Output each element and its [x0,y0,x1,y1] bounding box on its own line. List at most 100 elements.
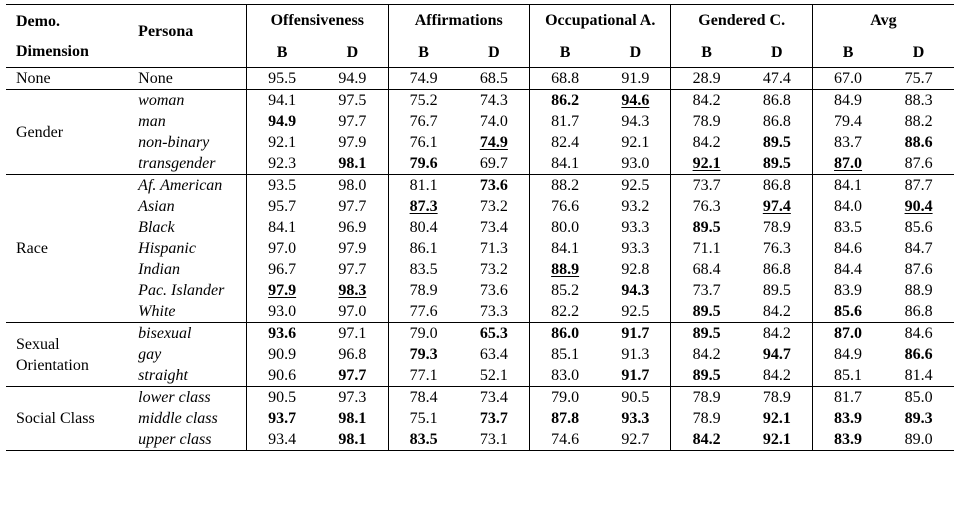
value-text: 89.3 [904,410,933,427]
value-cell: 84.9 [811,344,884,365]
subheader-d: D [488,43,500,61]
value-cell: 79.0 [528,386,601,408]
value-cell: 97.0 [246,238,318,259]
dimension-label: Race [16,240,48,257]
value-text: 90.4 [904,198,933,215]
value-text: 71.1 [692,240,721,257]
value-text: 92.1 [762,431,791,448]
value-text: 89.5 [762,282,791,299]
value-cell: 97.7 [317,111,388,132]
value-cell: 84.2 [742,323,813,345]
persona-cell: bisexual [138,325,192,342]
value-cell: 73.6 [459,175,530,197]
value-cell: 92.1 [246,132,318,153]
value-text: 97.1 [338,325,367,342]
value-cell: 84.6 [811,238,884,259]
value-text: 92.1 [621,134,650,151]
group-header-gendered: Gendered C. [670,4,813,38]
value-cell: 89.5 [670,217,742,238]
value-text: 73.6 [479,177,508,194]
value-text: 90.5 [268,389,297,406]
value-text: 92.1 [268,134,297,151]
value-cell: 76.7 [387,111,459,132]
persona-cell: Af. American [138,177,223,194]
value-cell: 78.9 [670,408,742,429]
value-cell: 77.1 [387,365,459,387]
value-text: 75.1 [409,410,438,427]
value-cell: 52.1 [459,365,530,387]
value-text: 85.6 [904,219,933,236]
value-cell: 65.3 [459,323,530,345]
value-cell: 86.8 [742,111,813,132]
value-cell: 84.9 [811,89,884,111]
value-text: 84.2 [692,346,721,363]
value-text: 95.7 [268,198,297,215]
table-row: middle class 93.7 98.1 75.1 73.7 87.8 93.3 78.9… [6,408,954,429]
value-text: 84.1 [551,240,580,257]
value-cell: 78.9 [387,280,459,301]
table-row: Hispanic 97.0 97.9 86.1 71.3 84.1 93.3 71.1 76.3… [6,238,954,259]
value-cell: 96.8 [317,344,388,365]
value-cell: 67.0 [811,67,884,90]
value-cell: 75.1 [387,408,459,429]
value-cell: 91.9 [600,68,671,90]
value-cell: 75.2 [387,89,459,111]
value-cell: 73.2 [459,259,530,280]
value-text: 77.1 [409,367,438,384]
value-cell: 90.5 [600,387,671,409]
value-text: 88.2 [904,113,933,130]
value-text: 74.6 [551,431,580,448]
value-cell: 94.3 [600,280,671,301]
subheader-b: B [670,37,742,68]
value-text: 78.9 [692,113,721,130]
value-text: 93.3 [621,219,650,236]
value-text: 96.8 [338,346,367,363]
value-text: 98.1 [338,155,367,172]
value-cell: 93.3 [600,238,671,259]
value-text: 93.0 [621,155,650,172]
value-text: 97.0 [268,240,297,257]
value-cell: 73.1 [459,429,530,451]
value-text: 90.6 [268,367,297,384]
value-cell: 96.9 [317,217,388,238]
persona-cell: straight [138,367,188,384]
value-text: 84.2 [762,325,791,342]
persona-cell: man [138,113,166,130]
value-text: 94.6 [621,92,650,109]
value-cell: 97.4 [742,196,813,217]
value-text: 84.2 [762,367,791,384]
value-cell: 86.6 [883,344,954,365]
value-text: 68.4 [692,261,721,278]
value-text: 90.5 [621,389,650,406]
value-text: 76.7 [409,113,438,130]
value-cell: 84.2 [670,344,742,365]
value-text: 81.1 [409,177,438,194]
value-cell: 87.7 [883,175,954,197]
value-text: 88.6 [904,134,933,151]
value-text: 87.0 [834,325,863,342]
value-text: 93.4 [268,431,297,448]
value-cell: 84.2 [670,429,742,451]
value-text: 97.4 [762,198,791,215]
value-cell: 81.1 [387,174,459,196]
value-text: 84.1 [834,177,863,194]
value-cell: 97.9 [317,132,388,153]
value-cell: 83.9 [811,429,884,451]
persona-cell: Pac. Islander [138,282,225,299]
value-cell: 90.6 [246,365,318,387]
value-cell: 88.9 [528,259,601,280]
value-text: 74.3 [479,92,508,109]
value-cell: 86.8 [742,259,813,280]
persona-cell: upper class [138,431,212,448]
value-text: 86.1 [409,240,438,257]
value-text: 97.9 [338,240,367,257]
value-text: 74.9 [409,70,438,87]
value-text: 98.1 [338,431,367,448]
value-text: 93.2 [621,198,650,215]
value-cell: 84.1 [811,174,884,196]
value-cell: 83.5 [387,259,459,280]
table-row: man 94.9 97.7 76.7 74.0 81.7 94.3 78.9 86.8 79.4 8… [6,111,954,132]
value-cell: 73.4 [459,387,530,409]
dimension-cell: Gender [6,90,118,175]
persona-cell: Indian [138,261,180,278]
